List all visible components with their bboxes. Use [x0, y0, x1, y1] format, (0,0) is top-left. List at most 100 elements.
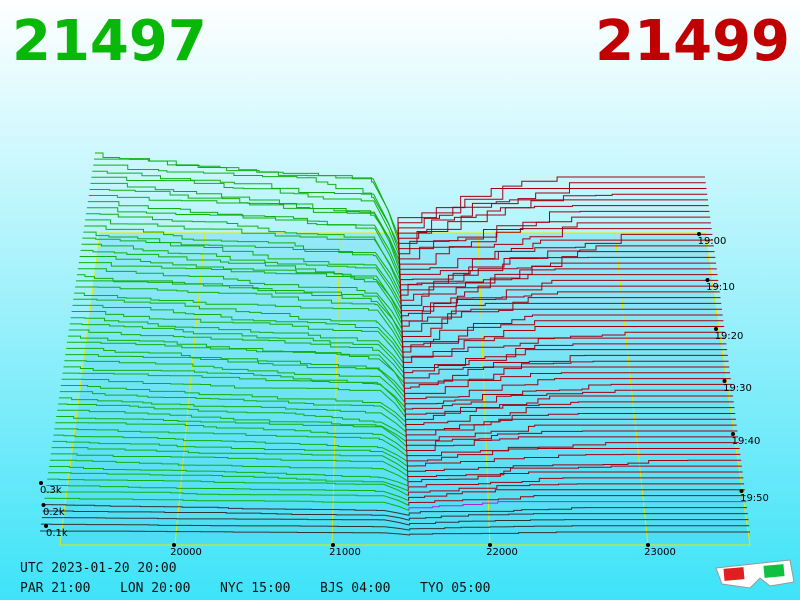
time-dot	[697, 232, 701, 236]
price-label: 20000	[170, 547, 202, 558]
bid-row	[82, 237, 402, 305]
ask-price: 21499	[595, 9, 790, 74]
ask-row	[407, 483, 745, 496]
bid-row	[84, 225, 401, 295]
bid-row	[58, 397, 407, 433]
bid-row	[57, 409, 407, 442]
ask-row	[408, 495, 746, 506]
bid-row	[43, 504, 410, 516]
floor-plane	[59, 232, 751, 546]
ask-row	[403, 343, 727, 378]
ask-row	[405, 407, 735, 432]
ask-row	[407, 477, 744, 491]
bid-row	[50, 453, 408, 477]
bid-row	[47, 478, 409, 497]
bid-row	[67, 335, 405, 383]
ask-row	[407, 471, 743, 486]
axis-labels: 20000 21000 22000 23000 19:00 19:10 19:20 19:30…	[39, 232, 769, 558]
ask-row	[404, 378, 731, 408]
price-label: 22000	[486, 547, 518, 558]
bid-row	[91, 176, 400, 255]
ask-row	[399, 228, 712, 280]
depth-dot	[41, 503, 46, 507]
bid-row	[72, 304, 404, 359]
zone-time: PAR 21:00	[20, 581, 90, 596]
bid-row	[56, 415, 407, 447]
bid-row	[44, 497, 410, 511]
time-label: 19:30	[723, 383, 752, 394]
bid-row	[71, 311, 404, 364]
ask-row	[403, 337, 726, 373]
bid-price: 21497	[12, 9, 207, 74]
ask-row	[398, 216, 711, 270]
ask-row	[402, 314, 723, 354]
bid-row	[54, 428, 408, 457]
bid-row	[68, 329, 405, 378]
zone-time: TYO 05:00	[420, 581, 490, 596]
bid-row	[52, 440, 408, 467]
ask-row	[397, 176, 705, 235]
bid-row	[83, 231, 402, 300]
time-dot	[722, 379, 727, 383]
ask-row	[408, 501, 747, 511]
zone-time: NYC 15:00	[220, 581, 290, 596]
price-dot	[646, 543, 650, 547]
ask-row	[397, 187, 707, 245]
ask-row	[404, 383, 732, 413]
ask-row	[398, 199, 708, 255]
bid-row	[40, 530, 411, 536]
depth-label: 0.3k	[40, 485, 62, 496]
floor-line	[331, 232, 341, 546]
glasses-icon	[715, 559, 795, 589]
bid-row	[51, 447, 408, 472]
time-dot	[705, 278, 710, 282]
ask-row	[405, 401, 734, 427]
price-label: 21000	[329, 547, 361, 558]
ask-row	[409, 519, 749, 526]
ask-row	[403, 354, 728, 388]
bid-row	[93, 164, 399, 246]
bid-row	[81, 243, 402, 310]
bid-row	[85, 213, 401, 285]
bid-row	[73, 298, 404, 354]
ask-row	[402, 308, 722, 349]
ask-row	[402, 320, 724, 358]
bid-row	[78, 262, 402, 324]
floor-grid	[59, 232, 751, 546]
bid-row	[59, 391, 407, 428]
ask-row	[397, 182, 706, 240]
ask-row	[403, 366, 730, 398]
ask-row	[400, 274, 718, 319]
ask-row	[402, 331, 725, 368]
bid-row	[80, 249, 402, 314]
price-dot	[172, 543, 176, 547]
bid-row	[65, 354, 405, 398]
bid-row	[92, 170, 400, 250]
ask-row	[407, 465, 742, 481]
time-label: 19:20	[715, 331, 744, 342]
ask-row	[405, 412, 736, 437]
ask-row	[408, 507, 748, 516]
bid-row	[90, 182, 400, 260]
ask-row	[400, 262, 717, 309]
time-dot	[731, 432, 735, 436]
floor-line	[614, 232, 649, 546]
time-dot	[739, 489, 744, 493]
ask-row	[405, 424, 737, 447]
ask-row	[403, 360, 729, 393]
bid-row	[40, 523, 410, 531]
ask-row	[399, 245, 714, 295]
bid-row	[48, 472, 409, 492]
bid-row	[49, 465, 409, 487]
price-label: 23000	[644, 547, 676, 558]
ask-row	[405, 418, 736, 442]
bid-row	[69, 323, 404, 374]
bid-row	[70, 317, 404, 369]
bid-row	[49, 459, 409, 482]
ask-row	[406, 453, 741, 472]
bid-row	[41, 517, 410, 526]
depth-rows	[40, 152, 750, 536]
ask-row	[409, 531, 750, 535]
ask-row	[401, 291, 720, 334]
